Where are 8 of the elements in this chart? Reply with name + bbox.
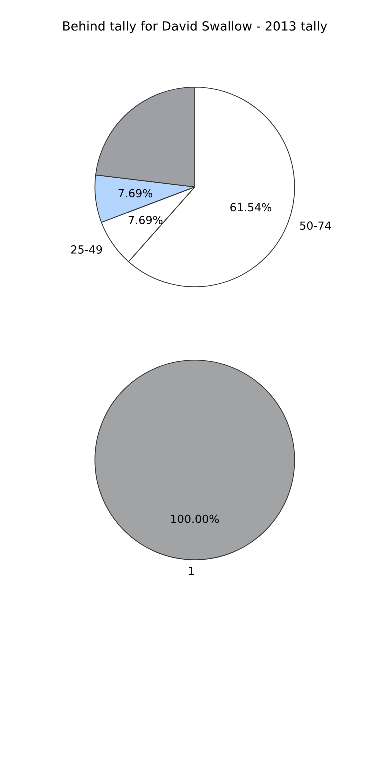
chart-title: Behind tally for David Swallow - 2013 tally bbox=[64, 21, 328, 34]
data-label: 7.69% bbox=[128, 216, 163, 224]
data-label: 100.00% bbox=[172, 514, 220, 524]
data-label: 61.54% bbox=[230, 203, 272, 212]
slice-label: 1 bbox=[189, 566, 194, 576]
slice-label: 25-49 bbox=[72, 246, 102, 254]
data-label: 7.69% bbox=[118, 189, 153, 198]
slice-label: 50-74 bbox=[300, 222, 332, 230]
